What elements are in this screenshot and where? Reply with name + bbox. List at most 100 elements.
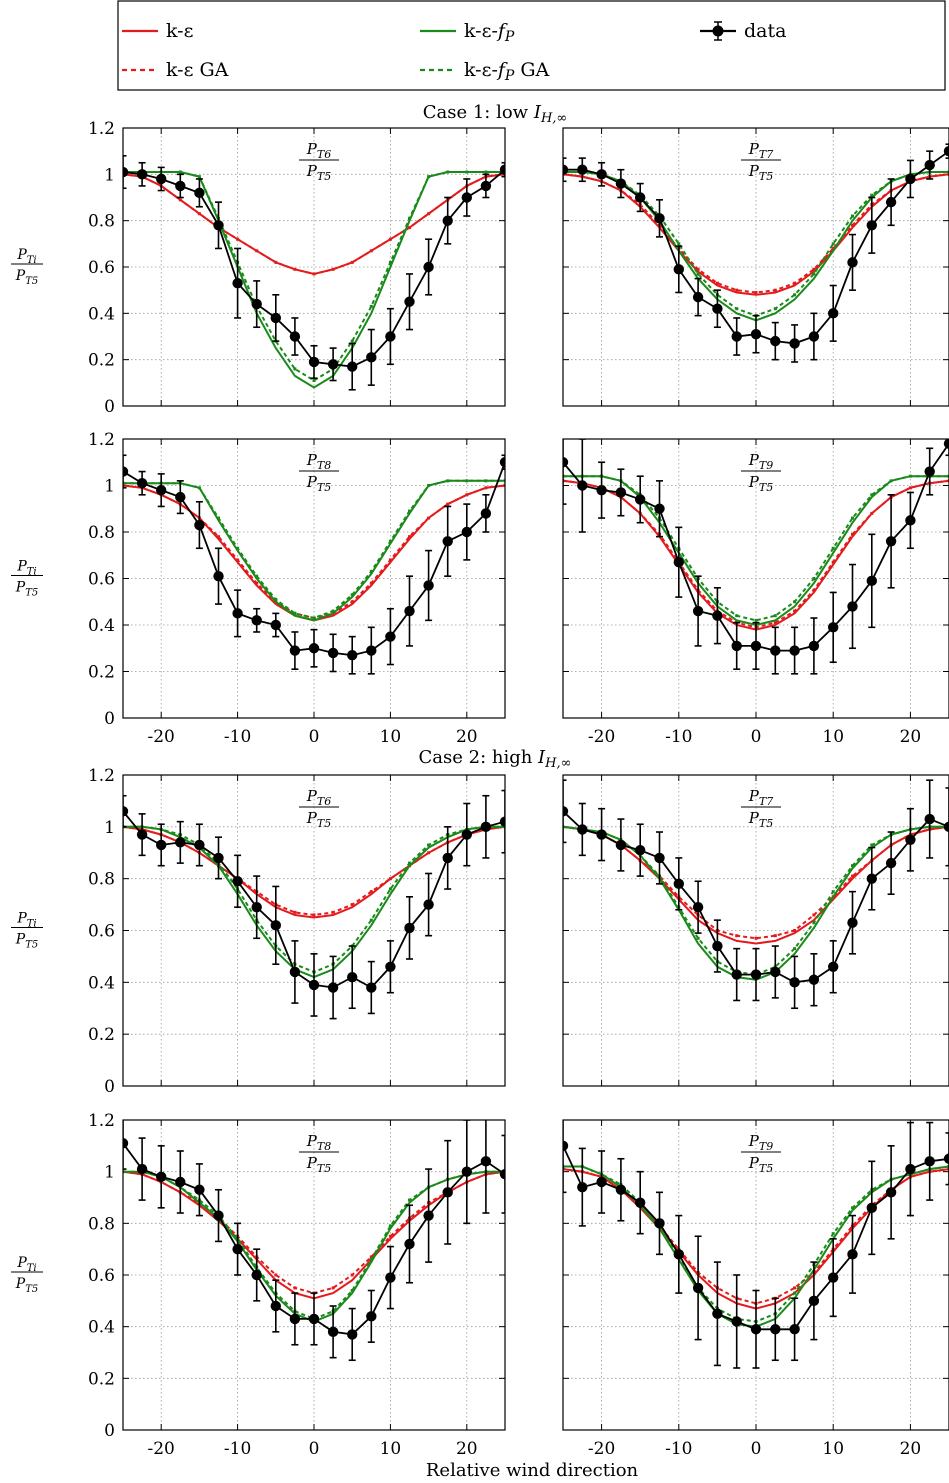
- panel-7: 0 0.2 0.4 0.6 0.8 1 1.2 -20 -10 0 10 20 PT8​PT5​: [88, 1111, 506, 1459]
- data-point: [423, 1210, 434, 1221]
- data-point: [924, 159, 935, 171]
- data-point: [563, 457, 569, 468]
- panel-frame: [122, 438, 506, 719]
- data-point: [635, 192, 646, 203]
- y-tick-label: 0.8: [88, 212, 115, 232]
- svg-text:PTi​: PTi​: [16, 1255, 36, 1274]
- series-point-k-f-p-ga: [255, 574, 259, 578]
- series-point-k-ga: [831, 246, 835, 250]
- series-point-k-f-p-ga: [408, 861, 411, 865]
- data-errorbar: [123, 1120, 127, 1170]
- series-point-k-ga: [408, 226, 411, 230]
- series-point-k-ga: [773, 621, 777, 625]
- series-point-k-ga: [427, 516, 431, 520]
- data-errorbar: [501, 161, 505, 178]
- data-point: [712, 1308, 723, 1319]
- y-tick-label: 1: [104, 477, 115, 497]
- x-tick-label: -10: [224, 1439, 251, 1459]
- svg-text:PT5​: PT5​: [306, 809, 331, 830]
- series-point-k-f-p-ga: [947, 170, 949, 174]
- data-point: [136, 829, 148, 840]
- series-point-k-ga: [369, 249, 373, 253]
- y-axis-label: PTi​ PT5​: [11, 559, 43, 599]
- data-point: [308, 979, 320, 991]
- series-point-k-ga: [484, 486, 488, 490]
- data-point: [480, 821, 492, 833]
- data-point: [385, 1272, 396, 1283]
- svg-text:PT7​: PT7​: [748, 787, 773, 808]
- series-point-k-ga: [793, 929, 797, 932]
- series-point-k-ga: [293, 910, 297, 914]
- data-point: [347, 650, 358, 661]
- series-point-k-f-p-ga: [197, 486, 201, 490]
- data-point: [692, 1282, 704, 1294]
- data-point: [232, 876, 243, 887]
- panels: 00.20.40.60.811.2PT6​PT5​PT7​PT5​00.20.4…: [88, 119, 949, 1459]
- data-point: [270, 619, 281, 631]
- series-point-k-f-p-ga: [773, 307, 777, 311]
- x-tick-label: -20: [588, 727, 615, 747]
- series-point-k-f-p-ga: [889, 479, 893, 483]
- series-point-k-ga: [217, 535, 220, 539]
- series-point-k-f-p-ga: [312, 616, 316, 620]
- series-point-k-ga: [735, 934, 739, 938]
- panel-frame: [122, 774, 506, 1087]
- data-point: [385, 331, 396, 342]
- data-point: [905, 834, 916, 845]
- y-tick-label: 0.2: [88, 663, 115, 683]
- series-line-k: [563, 825, 949, 945]
- legend-label: k-ε: [166, 20, 193, 42]
- x-tick-label: -20: [148, 1439, 175, 1459]
- series-point-k-f-p-ga: [408, 216, 411, 220]
- y-tick-label: 0.8: [88, 1214, 115, 1234]
- data-point: [136, 1163, 148, 1175]
- series-point-k-f-p-ga: [369, 1258, 373, 1261]
- data-point: [480, 1156, 492, 1167]
- data-point: [770, 645, 781, 656]
- data-point: [289, 966, 301, 978]
- data-errorbar: [945, 143, 949, 159]
- x-tick-label: 20: [900, 727, 922, 747]
- data-point: [654, 852, 665, 864]
- series-point-k-f-p-ga: [388, 539, 392, 543]
- data-errorbar: [501, 1134, 505, 1214]
- data-point: [136, 169, 148, 180]
- data-point: [442, 215, 453, 226]
- y-tick-label: 0.6: [88, 258, 115, 278]
- data-point: [123, 466, 129, 477]
- data-point: [789, 1324, 800, 1335]
- panel-frame: [562, 774, 949, 1087]
- series-point-k-f-p-ga: [851, 516, 854, 520]
- data-point: [866, 873, 877, 884]
- series-point-k-f-p-ga: [446, 479, 450, 483]
- series-point-k-ga: [908, 486, 912, 490]
- svg-text:PT5​: PT5​: [306, 473, 331, 494]
- data-point: [232, 608, 243, 619]
- y-tick-label: 0.8: [88, 870, 115, 890]
- data-errorbar: [123, 454, 127, 489]
- data-point: [885, 196, 897, 208]
- panel-label: PT7​PT5​: [741, 140, 781, 183]
- data-point: [385, 631, 396, 642]
- series-point-k-f-p-ga: [696, 272, 700, 276]
- data-point: [194, 187, 205, 199]
- series-point-k-f-p-ga: [350, 1289, 354, 1292]
- series-point-k-f-p-ga: [870, 843, 874, 847]
- data-point: [423, 899, 434, 910]
- data-point: [577, 1181, 588, 1193]
- series-point-k-f-p-ga: [312, 379, 316, 383]
- series-point-k-ga: [831, 560, 835, 564]
- data-point: [232, 278, 243, 289]
- series-point-k-f-p-ga: [350, 339, 354, 343]
- y-tick-label: 1: [104, 818, 115, 838]
- series-point-k-f-p-ga: [274, 597, 278, 601]
- series-line-k-f-p-ga: [563, 825, 949, 976]
- series-point-k-ga: [773, 288, 777, 292]
- series-point-k-f-p-ga: [293, 611, 297, 615]
- y-tick-label: 1: [104, 1163, 115, 1183]
- y-axis-label: PTi​ PT5​: [11, 1255, 43, 1295]
- legend-label: k-ε-fP​: [464, 20, 515, 45]
- data-point: [924, 1156, 935, 1167]
- data-point: [847, 257, 858, 268]
- data-point: [251, 901, 262, 913]
